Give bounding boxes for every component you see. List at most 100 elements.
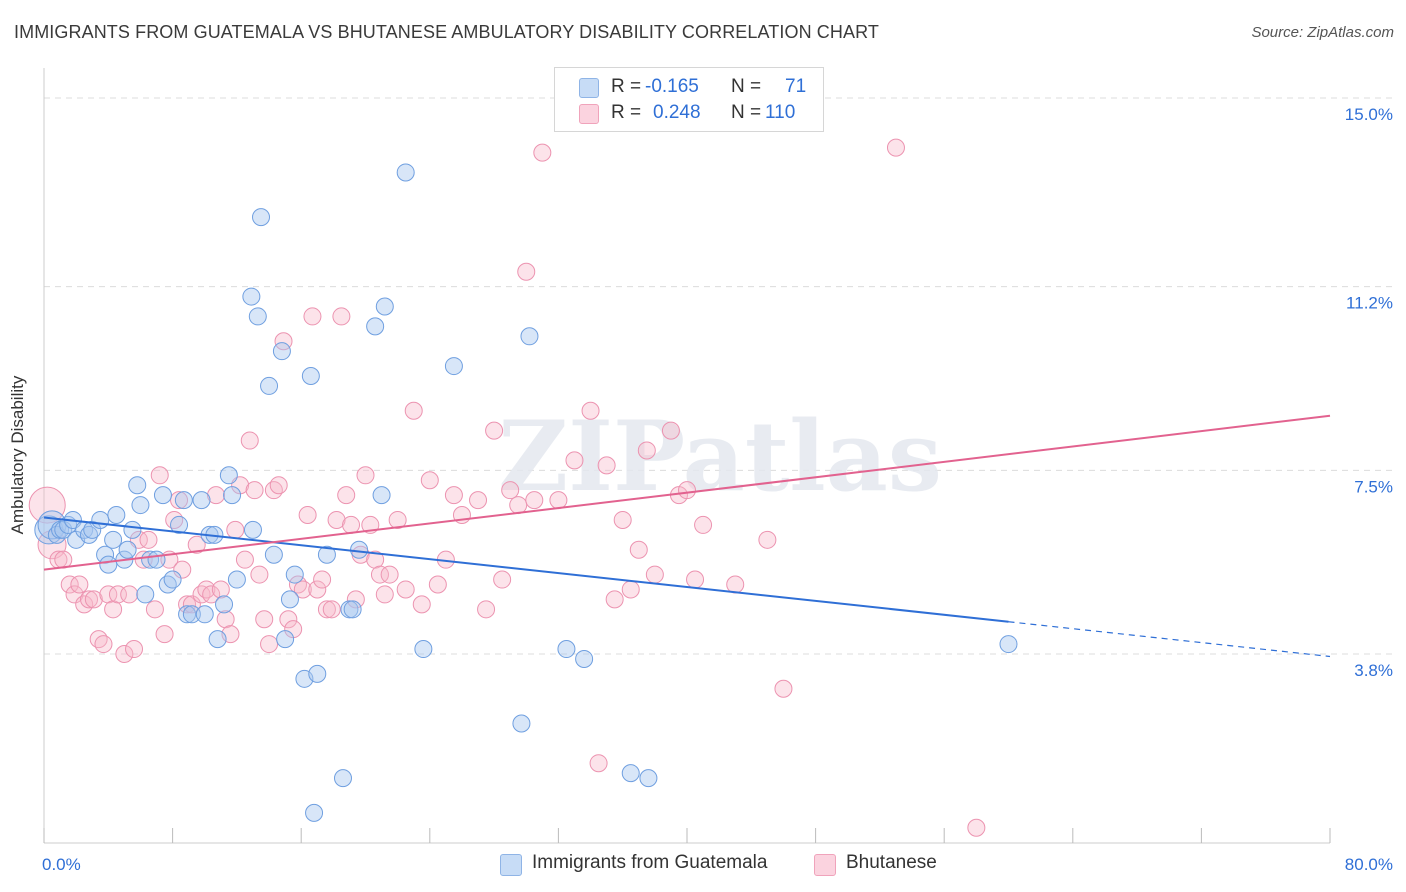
series-swatch-guatemala [500, 854, 522, 876]
bhutanese-point [75, 595, 94, 614]
bhutanese-point [346, 590, 365, 609]
bhutanese-point [99, 585, 118, 604]
guatemala-point [170, 515, 189, 534]
bhutanese-point [645, 565, 664, 584]
series-label-bhutanese: Bhutanese [846, 852, 937, 873]
bhutanese-point [303, 307, 322, 326]
bhutanese-point [517, 262, 536, 281]
guatemala-point [333, 769, 352, 788]
guatemala-point [192, 491, 211, 510]
bhutanese-point [293, 580, 312, 599]
bhutanese-point [621, 580, 640, 599]
guatemala-point [350, 540, 369, 559]
bhutanese-point [245, 481, 264, 500]
guatemala-point [366, 317, 385, 336]
legend-r-value: -0.165 [645, 76, 699, 97]
bhutanese-point [501, 481, 520, 500]
bhutanese-point [226, 520, 245, 539]
guatemala-point [520, 327, 539, 346]
guatemala-point [99, 555, 118, 574]
y-axis-label: Ambulatory Disability [8, 375, 27, 535]
bhutanese-point [366, 550, 385, 569]
bhutanese-point [509, 496, 528, 515]
bhutanese-point [661, 421, 680, 440]
guatemala-point [260, 376, 279, 395]
guatemala-point [575, 649, 594, 668]
y-tick-label: 11.2% [1346, 294, 1393, 313]
bhutanese-point [477, 600, 496, 619]
bhutanese-point [155, 625, 174, 644]
bhutanese-point [317, 600, 336, 619]
guatemala-point [123, 520, 142, 539]
guatemala-point [128, 476, 147, 495]
bhutanese-point [420, 471, 439, 490]
bhutanese-point [686, 570, 705, 589]
bhutanese-point [125, 640, 144, 659]
legend-r-label: R = [611, 76, 642, 97]
y-tick-label: 3.8% [1354, 661, 1393, 680]
bhutanese-point [332, 307, 351, 326]
bhutanese-point [235, 550, 254, 569]
guatemala-point [227, 570, 246, 589]
guatemala-point [621, 764, 640, 783]
bhutanese-point [726, 575, 745, 594]
bhutanese-point [533, 143, 552, 162]
guatemala-point [557, 640, 576, 659]
bhutanese-trendline [43, 414, 1331, 571]
bhutanese-point [255, 610, 274, 629]
bhutanese-point [84, 590, 103, 609]
bhutanese-point [70, 575, 89, 594]
legend-swatch-bhutanese [579, 104, 599, 124]
guatemala-point [264, 545, 283, 564]
bhutanese-point [549, 491, 568, 510]
bhutanese-point [694, 515, 713, 534]
guatemala-point [305, 803, 324, 822]
bhutanese-point [279, 610, 298, 629]
bhutanese-point [60, 575, 79, 594]
bhutanese-point [589, 754, 608, 773]
guatemala-point [163, 570, 182, 589]
bhutanese-point [428, 575, 447, 594]
bhutanese-point [288, 575, 307, 594]
guatemala-point [396, 163, 415, 182]
bhutanese-point [565, 451, 584, 470]
bhutanese-point [337, 486, 356, 505]
bhutanese-point [613, 510, 632, 529]
guatemala-point [107, 506, 126, 524]
guatemala-point [301, 367, 320, 385]
bhutanese-point [94, 635, 113, 654]
bhutanese-point [65, 585, 84, 604]
bhutanese-point [370, 565, 389, 584]
bhutanese-point [327, 510, 346, 529]
bhutanese-point [313, 570, 332, 589]
x-tick-label: 80.0% [1345, 855, 1393, 874]
guatemala-point [219, 466, 238, 485]
guatemala-point [147, 550, 166, 569]
bhutanese-point [269, 476, 288, 495]
legend-n-label: N = [731, 76, 762, 97]
guatemala-point [414, 640, 433, 659]
y-tick-label: 15.0% [1345, 105, 1393, 124]
y-tick-label: 7.5% [1354, 477, 1393, 496]
bhutanese-point [774, 679, 793, 698]
bhutanese-point [139, 530, 158, 549]
bhutanese-point [145, 600, 164, 619]
guatemala-point [444, 357, 463, 376]
guatemala-point [639, 769, 658, 788]
bhutanese-point [967, 818, 986, 837]
series-swatch-bhutanese [814, 854, 836, 876]
bhutanese-point [173, 560, 192, 579]
bhutanese-point [412, 595, 431, 614]
guatemala-point [153, 486, 172, 505]
chart-source: Source: ZipAtlas.com [1251, 24, 1394, 41]
bhutanese-point [322, 600, 341, 619]
guatemala-point [372, 486, 391, 505]
guatemala-point [317, 545, 336, 564]
chart-title: IMMIGRANTS FROM GUATEMALA VS BHUTANESE A… [14, 22, 879, 42]
guatemala-point [248, 307, 267, 326]
bhutanese-point [308, 580, 327, 599]
guatemala-point [252, 208, 271, 227]
guatemala-point [158, 575, 177, 594]
bhutanese-point [260, 635, 279, 654]
